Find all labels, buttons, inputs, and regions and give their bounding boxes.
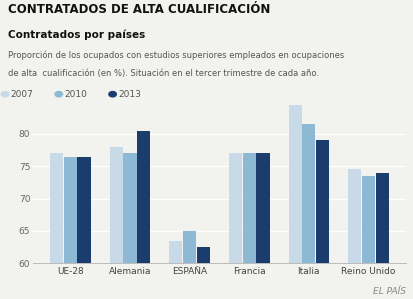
- Bar: [64, 157, 77, 299]
- Bar: [242, 153, 255, 299]
- Text: de alta  cualificación (en %). Situación en el tercer trimestre de cada año.: de alta cualificación (en %). Situación …: [8, 69, 318, 78]
- Bar: [123, 153, 136, 299]
- Bar: [347, 170, 361, 299]
- Text: Proporción de los ocupados con estudios superiores empleados en ocupaciones: Proporción de los ocupados con estudios …: [8, 51, 344, 60]
- Bar: [50, 153, 63, 299]
- Bar: [361, 176, 374, 299]
- Bar: [256, 153, 269, 299]
- Bar: [77, 157, 90, 299]
- Text: 2013: 2013: [118, 90, 140, 99]
- Bar: [183, 231, 196, 299]
- Bar: [196, 247, 209, 299]
- Bar: [228, 153, 242, 299]
- Bar: [137, 131, 150, 299]
- Bar: [375, 173, 388, 299]
- Bar: [169, 240, 182, 299]
- Text: CONTRATADOS DE ALTA CUALIFICACIÓN: CONTRATADOS DE ALTA CUALIFICACIÓN: [8, 3, 270, 16]
- Text: EL PAÍS: EL PAÍS: [372, 287, 405, 296]
- Bar: [315, 141, 328, 299]
- Bar: [301, 124, 315, 299]
- Text: Contratados por países: Contratados por países: [8, 30, 145, 40]
- Bar: [288, 105, 301, 299]
- Text: 2010: 2010: [64, 90, 87, 99]
- Text: 2007: 2007: [10, 90, 33, 99]
- Bar: [109, 147, 123, 299]
